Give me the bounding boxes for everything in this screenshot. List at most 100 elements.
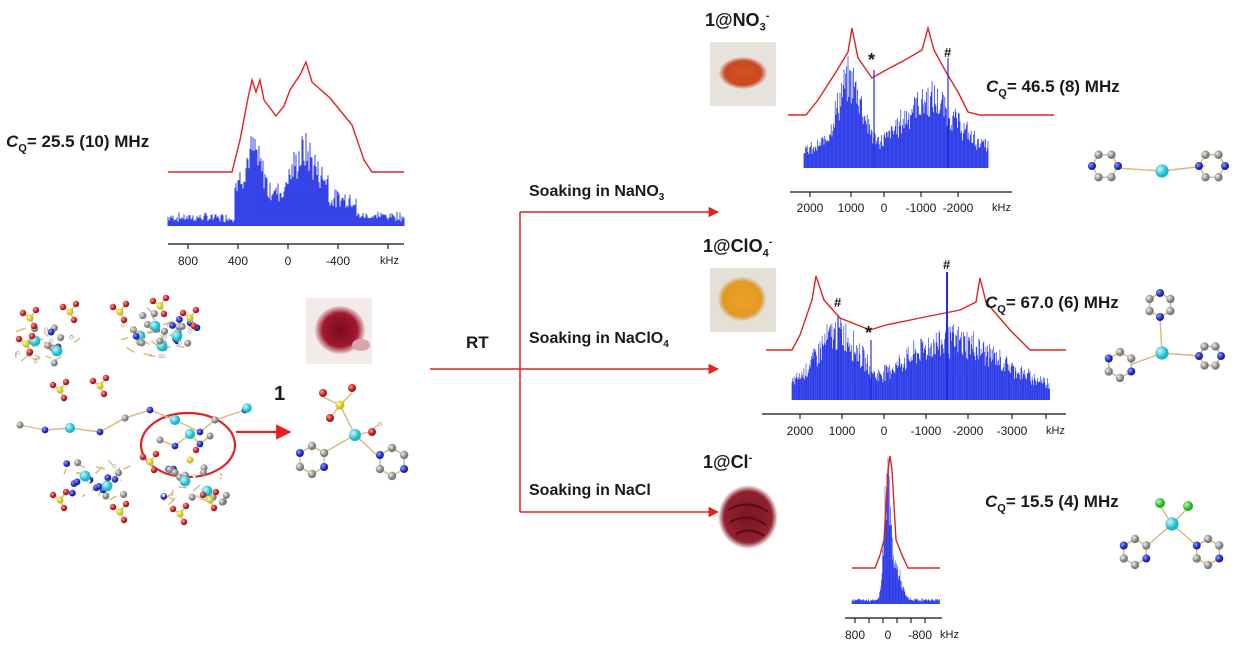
atom-c: [1211, 342, 1220, 351]
tick-label: 0: [880, 424, 888, 438]
atom-c: [1130, 560, 1140, 570]
atom-n: [1156, 313, 1164, 321]
axis-unit: kHz: [1046, 425, 1065, 437]
atom-c: [307, 469, 317, 479]
tick-label: 2000: [786, 424, 814, 438]
atom-o: [102, 374, 110, 382]
atom-c: [114, 469, 123, 477]
atom-o: [32, 306, 40, 314]
atom-o: [109, 303, 117, 311]
mark-perchlorate-hash-1: #: [834, 295, 842, 310]
bond: [135, 337, 145, 343]
atom-h: [49, 339, 54, 343]
atom-c: [44, 341, 52, 350]
atom-cu: [51, 345, 63, 357]
mark-nitrate-hash: #: [944, 45, 952, 60]
atom-s: [116, 508, 124, 516]
atom-c: [295, 462, 305, 472]
atom-o: [26, 348, 34, 356]
spectrum-signal: [851, 457, 940, 604]
atom-c: [156, 436, 164, 444]
atom-c: [184, 339, 192, 347]
bond: [169, 496, 174, 500]
bond: [34, 354, 41, 359]
atom-o: [169, 505, 177, 513]
bond: [167, 491, 174, 498]
spectrum-top-left: [167, 60, 405, 249]
atom-cu: [184, 428, 196, 440]
atom-o: [49, 381, 57, 389]
atom-n: [1195, 162, 1203, 170]
atom-n: [73, 478, 81, 486]
atom-o: [72, 300, 80, 308]
atom-o: [30, 322, 38, 330]
cq-label-top-left: CQ= 25.5 (10) MHz: [6, 132, 150, 155]
atom-c: [1215, 541, 1224, 550]
bond: [99, 417, 126, 433]
atom-o: [59, 303, 67, 311]
spectrum-chloride: [845, 455, 942, 623]
atom-o: [62, 488, 70, 496]
bond: [123, 465, 131, 470]
tick-label: -1000: [910, 424, 942, 438]
bond: [95, 466, 103, 475]
atom-n: [104, 474, 112, 482]
atom-n: [68, 489, 76, 497]
atom-h: [161, 354, 166, 359]
atom-c: [1166, 294, 1175, 304]
atom-cl: [1183, 501, 1193, 511]
atom-o: [49, 491, 57, 499]
atom-c: [120, 490, 128, 499]
tick-label: -2000: [952, 424, 984, 438]
atom-cu: [179, 475, 191, 487]
bond: [168, 320, 173, 325]
atom-h: [158, 354, 163, 359]
atom-o: [122, 300, 130, 308]
atom-h: [177, 340, 182, 345]
atom-c: [1201, 173, 1210, 182]
spectrum-perchlorate: [762, 272, 1066, 419]
axis-unit: kHz: [940, 629, 959, 641]
atom-o: [100, 390, 108, 398]
atom-o: [190, 322, 198, 330]
atom-c: [74, 459, 82, 467]
bond: [109, 495, 117, 501]
bond: [107, 459, 113, 466]
atom-c: [387, 443, 397, 453]
product-label-perchlorate: 1@ClO4-: [703, 236, 773, 260]
atom-n: [1156, 289, 1164, 297]
bond: [63, 468, 67, 475]
simulation-curve: [168, 60, 404, 173]
tick-label: 800: [844, 628, 866, 642]
tick-label: 1000: [837, 201, 865, 215]
bond: [219, 472, 223, 477]
atom-c: [218, 498, 226, 506]
branch-label-perchlorate: Soaking in NaClO4: [529, 330, 669, 351]
cq-label-chloride: CQ= 15.5 (4) MHz: [985, 492, 1119, 515]
bond: [126, 346, 136, 353]
atom-c: [1200, 361, 1209, 370]
atom-n: [295, 449, 304, 457]
atom-n: [95, 483, 103, 490]
atom-o: [89, 377, 97, 385]
atom-cu: [242, 403, 252, 413]
atom-n: [196, 428, 204, 436]
atom-cu: [1165, 517, 1179, 531]
atom-o: [326, 414, 334, 422]
axis-unit: kHz: [992, 202, 1011, 214]
atom-c: [1192, 554, 1201, 563]
atom-n: [1127, 367, 1136, 376]
atom-c: [1094, 150, 1103, 159]
atom-s: [66, 308, 74, 316]
bond: [82, 493, 86, 498]
atom-s: [56, 496, 64, 504]
atom-c: [178, 322, 186, 331]
atom-c: [1104, 367, 1113, 376]
tick-label: -1000: [905, 201, 937, 215]
tick-label: 2000: [796, 201, 824, 215]
atom-c: [1166, 306, 1175, 316]
atom-h: [33, 359, 38, 364]
atom-n: [111, 475, 119, 483]
bond: [146, 330, 153, 334]
atom-n: [175, 316, 183, 323]
